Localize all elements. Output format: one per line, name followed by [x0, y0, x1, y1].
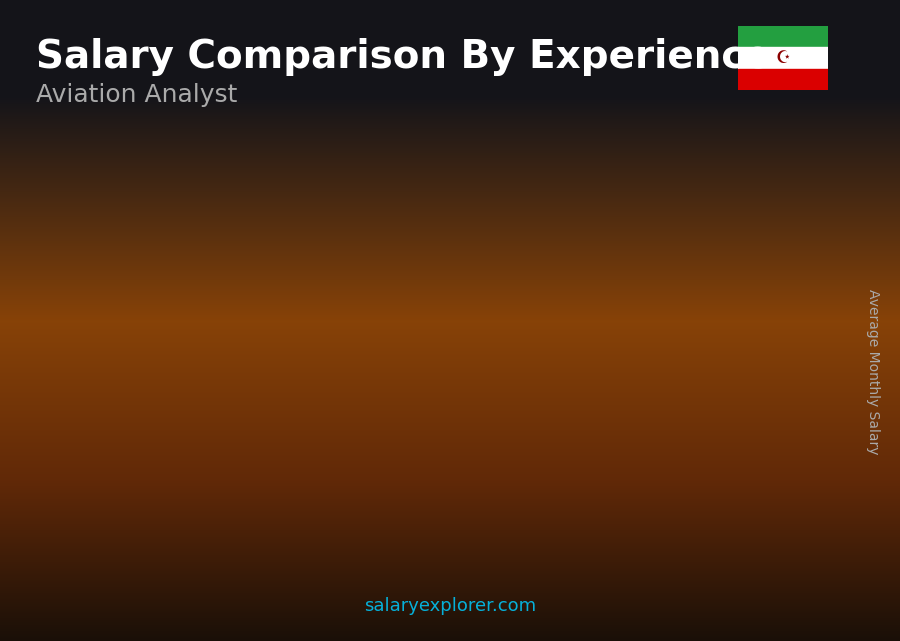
FancyBboxPatch shape	[109, 421, 117, 558]
FancyBboxPatch shape	[474, 269, 547, 273]
FancyBboxPatch shape	[173, 421, 182, 558]
FancyBboxPatch shape	[661, 242, 670, 558]
FancyBboxPatch shape	[109, 421, 182, 558]
Text: Average Monthly Salary: Average Monthly Salary	[866, 289, 880, 454]
Text: Salary Comparison By Experience: Salary Comparison By Experience	[36, 38, 770, 76]
FancyBboxPatch shape	[718, 225, 727, 558]
Bar	[738, 47, 828, 69]
Text: +30%: +30%	[292, 262, 364, 282]
Text: ☪: ☪	[776, 49, 790, 67]
FancyBboxPatch shape	[230, 374, 303, 558]
FancyBboxPatch shape	[353, 319, 426, 558]
FancyBboxPatch shape	[597, 242, 670, 246]
FancyBboxPatch shape	[230, 374, 239, 558]
Bar	[738, 26, 828, 47]
Text: 64,200,000 IRR: 64,200,000 IRR	[218, 363, 346, 381]
Text: +21%: +21%	[414, 212, 486, 232]
FancyBboxPatch shape	[353, 319, 426, 322]
FancyBboxPatch shape	[718, 225, 791, 558]
Text: 36,800,000 IRR: 36,800,000 IRR	[0, 442, 103, 460]
Text: salaryexplorer.com: salaryexplorer.com	[364, 597, 536, 615]
FancyBboxPatch shape	[230, 374, 303, 377]
Text: +9%: +9%	[544, 187, 600, 208]
FancyBboxPatch shape	[109, 421, 182, 423]
FancyBboxPatch shape	[417, 319, 426, 558]
FancyBboxPatch shape	[597, 242, 670, 558]
Text: +5%: +5%	[666, 174, 722, 194]
FancyBboxPatch shape	[539, 269, 547, 558]
Text: Aviation Analyst: Aviation Analyst	[36, 83, 238, 107]
Text: 89,400,000 IRR: 89,400,000 IRR	[584, 290, 712, 308]
FancyBboxPatch shape	[295, 374, 303, 558]
Text: 49,400,000 IRR: 49,400,000 IRR	[96, 405, 224, 424]
FancyBboxPatch shape	[597, 242, 605, 558]
FancyBboxPatch shape	[718, 225, 791, 230]
FancyBboxPatch shape	[474, 269, 483, 558]
FancyBboxPatch shape	[474, 269, 547, 558]
FancyBboxPatch shape	[353, 319, 361, 558]
Bar	[738, 69, 828, 90]
FancyBboxPatch shape	[783, 225, 791, 558]
Text: +34%: +34%	[170, 317, 242, 337]
Text: 77,800,000 IRR: 77,800,000 IRR	[340, 323, 468, 341]
Text: 85,000,000 IRR: 85,000,000 IRR	[462, 302, 590, 320]
